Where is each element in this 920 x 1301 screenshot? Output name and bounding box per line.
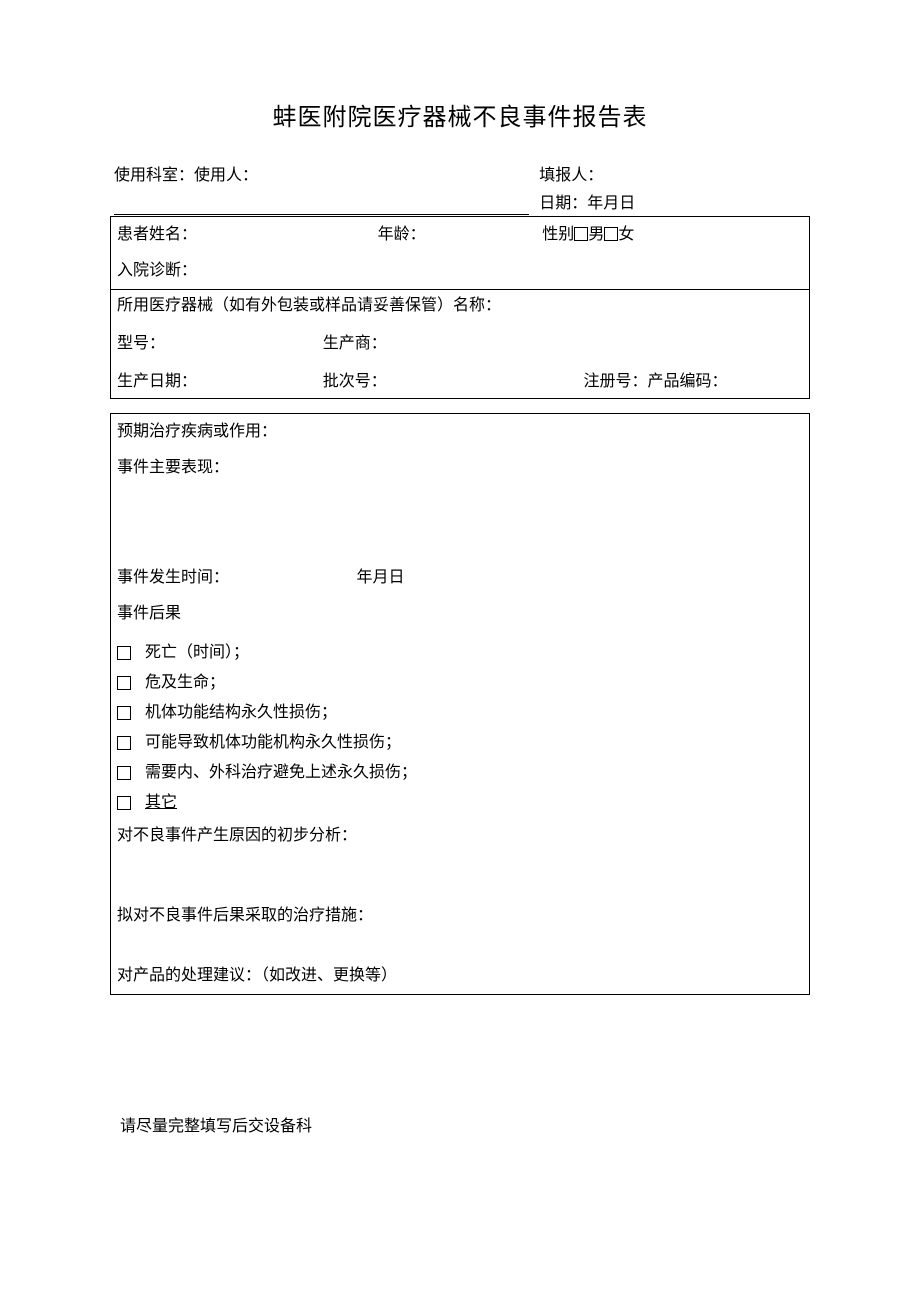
header-row-2: 日期：年月日 — [110, 192, 810, 217]
reporter-label: 填报人： — [529, 164, 806, 188]
occur-time-label: 事件发生时间： — [117, 566, 337, 590]
model-label: 型号： — [117, 332, 323, 356]
outcome-item: 其它 — [111, 788, 809, 818]
expected-effect-label: 预期治疗疾病或作用： — [117, 420, 277, 444]
outcome-item: 需要内、外科治疗避免上述永久损伤； — [111, 758, 809, 788]
patient-gender: 性别男女 — [542, 223, 803, 247]
outcome-item: 可能导致机体功能机构永久性损伤； — [111, 728, 809, 758]
outcome-text: 可能导致机体功能机构永久性损伤； — [145, 731, 401, 755]
manifestation-label: 事件主要表现： — [117, 456, 229, 480]
checkbox-icon[interactable] — [117, 766, 131, 780]
dept-user-label: 使用科室：使用人： — [114, 164, 529, 188]
prod-date-label: 生产日期： — [117, 370, 323, 394]
device-name-label: 所用医疗器械（如有外包装或样品请妥善保管）名称： — [117, 294, 501, 318]
patient-age-label: 年龄： — [378, 223, 543, 247]
outcome-item: 机体功能结构永久性损伤； — [111, 698, 809, 728]
header-row-1: 使用科室：使用人： 填报人： — [110, 164, 810, 188]
outcome-text: 危及生命； — [145, 671, 225, 695]
female-label: 女 — [618, 226, 634, 243]
form-title: 蚌医附院医疗器械不良事件报告表 — [110, 100, 810, 136]
product-suggestion-label: 对产品的处理建议：（如改进、更换等） — [117, 964, 397, 988]
outcome-text: 需要内、外科治疗避免上述永久损伤； — [145, 761, 417, 785]
outcome-item: 死亡（时间）； — [111, 638, 809, 668]
patient-box: 患者姓名： 年龄： 性别男女 入院诊断： — [110, 216, 810, 290]
occur-time-value: 年月日 — [337, 566, 803, 590]
treatment-label: 拟对不良事件后果采取的治疗措施： — [117, 904, 373, 928]
checkbox-icon[interactable] — [117, 706, 131, 720]
diagnosis-label: 入院诊断： — [117, 259, 197, 283]
gender-label: 性别 — [542, 226, 574, 243]
footer-note: 请尽量完整填写后交设备科 — [110, 1115, 810, 1139]
event-box: 预期治疗疾病或作用： 事件主要表现： 事件发生时间： 年月日 事件后果 死亡（时… — [110, 413, 810, 995]
male-label: 男 — [588, 226, 604, 243]
outcome-item: 危及生命； — [111, 668, 809, 698]
outcome-text-other: 其它 — [145, 791, 177, 815]
outcome-text: 机体功能结构永久性损伤； — [145, 701, 337, 725]
patient-name-label: 患者姓名： — [117, 223, 378, 247]
checkbox-icon[interactable] — [117, 736, 131, 750]
outcome-label: 事件后果 — [117, 602, 181, 626]
device-box: 所用医疗器械（如有外包装或样品请妥善保管）名称： 型号： 生产商： 生产日期： … — [110, 289, 810, 399]
manufacturer-label: 生产商： — [323, 332, 803, 356]
checkbox-icon[interactable] — [117, 796, 131, 810]
reg-code-label: 注册号：产品编码： — [583, 370, 803, 394]
date-label: 日期：年月日 — [529, 192, 806, 216]
checkbox-male[interactable] — [574, 227, 588, 241]
outcome-text: 死亡（时间）； — [145, 641, 249, 665]
checkbox-icon[interactable] — [117, 646, 131, 660]
checkbox-icon[interactable] — [117, 676, 131, 690]
cause-analysis-label: 对不良事件产生原因的初步分析： — [117, 824, 357, 848]
checkbox-female[interactable] — [604, 227, 618, 241]
batch-label: 批次号： — [323, 370, 584, 394]
